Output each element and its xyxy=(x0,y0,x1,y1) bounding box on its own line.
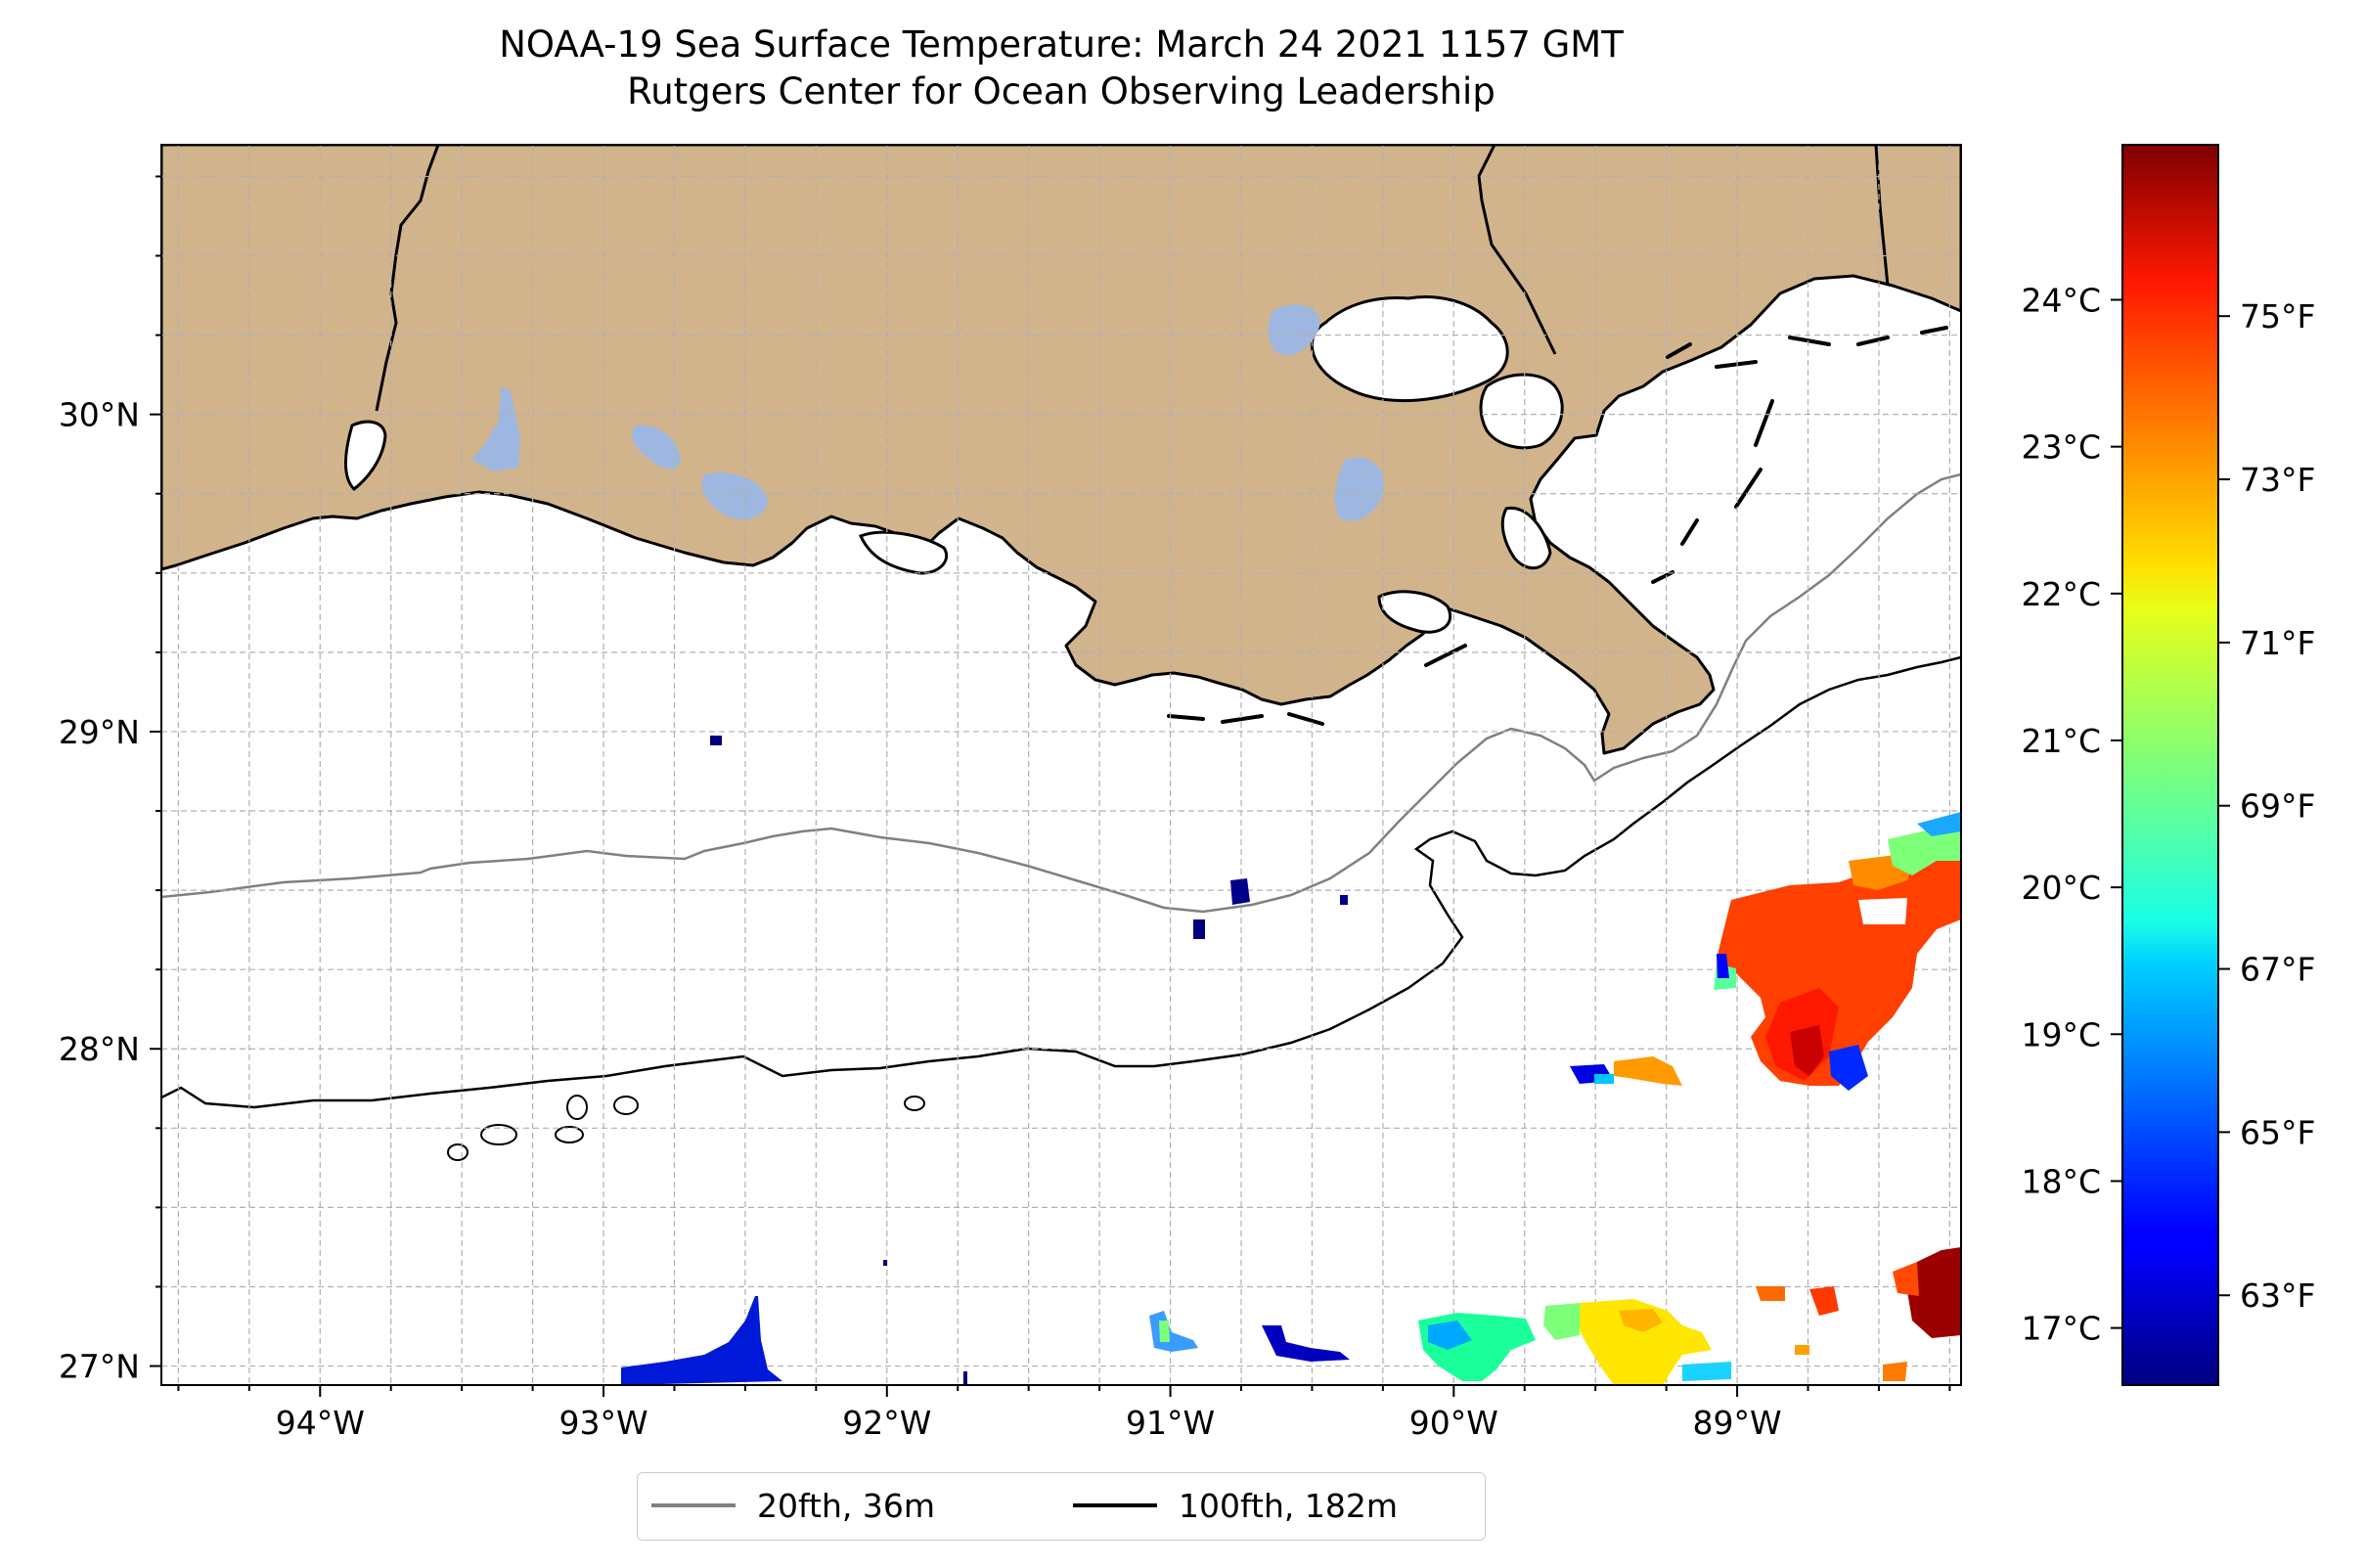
land-mass xyxy=(161,145,1961,755)
sst-patch xyxy=(710,736,722,745)
colorbar-label-c: 23°C xyxy=(2021,428,2101,467)
sst-patch xyxy=(1159,1321,1170,1342)
legend-line-20fth xyxy=(651,1503,736,1507)
x-tick-label: 92°W xyxy=(842,1404,931,1442)
sst-patch xyxy=(1619,1309,1663,1332)
map-title: NOAA-19 Sea Surface Temperature: March 2… xyxy=(156,22,1966,115)
colorbar-label-f: 63°F xyxy=(2240,1277,2315,1315)
legend-line-100fth xyxy=(1073,1503,1157,1507)
sst-patch xyxy=(1262,1325,1350,1362)
barrier-islands xyxy=(1167,326,1948,726)
colorbar-label-f: 73°F xyxy=(2240,461,2315,499)
sst-patch xyxy=(883,1260,887,1266)
colorbar-label-c: 17°C xyxy=(2021,1310,2101,1348)
bay-vermilion xyxy=(858,530,948,575)
colorbar-ticks: 63°F 65°F 67°F 69°F 71°F 73°F 75°F 17°C 18°C 19°C… xyxy=(2021,282,2315,1348)
colorbar-gradient xyxy=(2121,144,2219,1386)
contour-20fth xyxy=(161,472,1961,914)
contour-rings xyxy=(447,1095,925,1161)
colorbar-label-f: 65°F xyxy=(2240,1113,2315,1151)
colorbar-label-f: 71°F xyxy=(2240,624,2315,662)
x-tick-label: 90°W xyxy=(1409,1404,1498,1442)
contour-100fth xyxy=(161,655,1961,1109)
sst-patch xyxy=(1809,1286,1839,1316)
y-tick-label: 28°N xyxy=(59,1030,140,1068)
title-line-2: Rutgers Center for Ocean Observing Leade… xyxy=(627,70,1495,112)
colorbar-label-f: 69°F xyxy=(2240,787,2315,826)
colorbar: 63°F 65°F 67°F 69°F 71°F 73°F 75°F 17°C 18°C 19°C… xyxy=(2021,144,2315,1386)
sst-patch xyxy=(1893,1262,1919,1296)
colorbar-label-c: 20°C xyxy=(2021,869,2101,907)
lake-calcasieu xyxy=(343,420,387,491)
sst-patch xyxy=(1795,1345,1809,1355)
colorbar-label-c: 19°C xyxy=(2021,1015,2101,1053)
colorbar-label-c: 24°C xyxy=(2021,282,2101,320)
legend-label-100fth: 100fth, 182m xyxy=(1179,1486,1398,1525)
y-tick-label: 29°N xyxy=(59,713,140,751)
x-tick-label: 93°W xyxy=(558,1404,647,1442)
y-tick-label: 30°N xyxy=(59,396,140,434)
legend-item-20fth: 20fth, 36m xyxy=(651,1473,935,1538)
y-tick-label: 27°N xyxy=(59,1348,140,1386)
x-tick-label: 91°W xyxy=(1126,1404,1215,1442)
sst-patch xyxy=(1614,1056,1682,1086)
sst-patch xyxy=(1575,1299,1712,1385)
lake-blue xyxy=(1334,457,1385,522)
lake-blue xyxy=(701,471,768,519)
sst-patch xyxy=(1594,1074,1614,1084)
state-borders xyxy=(375,145,1890,412)
sst-patch xyxy=(1717,954,1729,978)
bay-barataria xyxy=(1500,506,1552,570)
sst-patch xyxy=(1883,1362,1907,1381)
sst-patch xyxy=(1682,1362,1731,1381)
lake-blue xyxy=(631,425,681,470)
sst-patch xyxy=(963,1371,967,1385)
colorbar-label-c: 18°C xyxy=(2021,1162,2101,1200)
sst-patches xyxy=(621,736,1961,1385)
sst-patch xyxy=(1888,822,1961,875)
legend-item-100fth: 100fth, 182m xyxy=(1073,1473,1398,1538)
sst-patch xyxy=(1340,895,1348,905)
sst-patch xyxy=(1917,812,1961,836)
map-frame xyxy=(160,144,1962,1386)
x-tick-label: 94°W xyxy=(276,1404,365,1442)
title-line-1: NOAA-19 Sea Surface Temperature: March 2… xyxy=(499,23,1624,66)
sst-patch xyxy=(1829,1045,1868,1091)
colorbar-label-c: 22°C xyxy=(2021,575,2101,613)
sst-patch xyxy=(1790,1025,1824,1076)
sst-patch xyxy=(1543,1303,1580,1340)
colorbar-label-c: 21°C xyxy=(2021,722,2101,760)
sst-patch xyxy=(1428,1321,1472,1350)
sst-patch xyxy=(621,1296,782,1385)
legend: 20fth, 36m 100fth, 182m xyxy=(637,1472,1486,1541)
lake-blue xyxy=(1268,304,1320,356)
colorbar-label-f: 75°F xyxy=(2240,297,2315,336)
lake-blue xyxy=(471,386,520,471)
sst-patch xyxy=(1193,919,1205,939)
legend-label-20fth: 20fth, 36m xyxy=(757,1486,935,1525)
sst-patch xyxy=(1858,898,1907,924)
colorbar-label-f: 67°F xyxy=(2240,951,2315,989)
sst-patch xyxy=(1756,1286,1785,1301)
x-tick-label: 89°W xyxy=(1693,1404,1782,1442)
lake-pontchartrain xyxy=(1310,295,1509,403)
sst-patch xyxy=(1230,878,1250,905)
bay-terrebonne xyxy=(1377,590,1452,634)
lake-borgne xyxy=(1479,373,1564,450)
sst-patch xyxy=(1907,1247,1961,1338)
map-axes: 94°W 93°W 92°W 91°W 90°W 89°W 27°N 28°N 29°N 30°N xyxy=(59,175,1951,1442)
map-panel xyxy=(161,145,1961,1385)
